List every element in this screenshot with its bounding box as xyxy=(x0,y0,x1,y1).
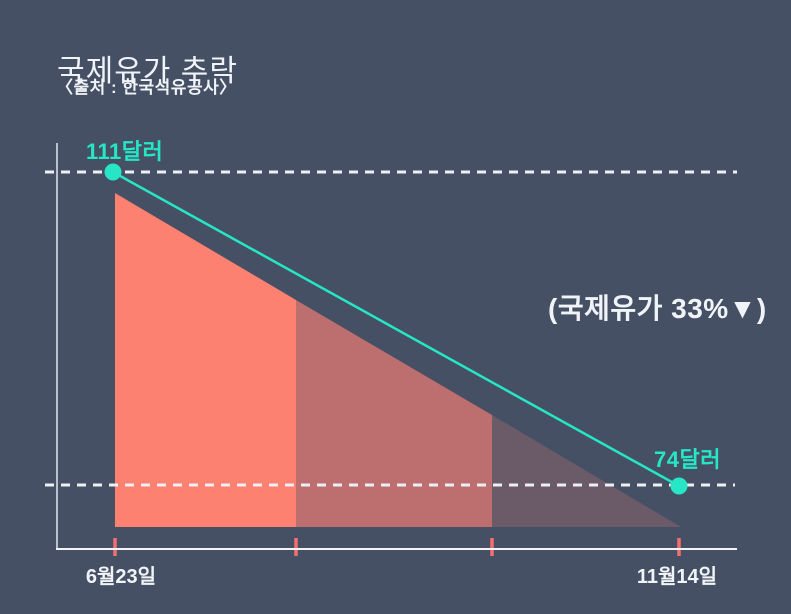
page-title: 국제유가 추락 xyxy=(57,55,238,89)
area-segment-3 xyxy=(492,415,681,527)
x-tick-label-start: 6월23일 xyxy=(85,566,157,588)
area-segment-2 xyxy=(296,300,492,527)
start-point-dot xyxy=(104,163,122,181)
source-label: 〈출처 : 한국석유공사〉 xyxy=(56,78,237,97)
start-value-label: 111달러 xyxy=(86,139,164,164)
end-value-label: 74달러 xyxy=(654,447,721,472)
area-segment-1 xyxy=(115,193,296,527)
trend-line xyxy=(112,170,680,488)
decline-annotation: (국제유가 33%▼) xyxy=(548,293,767,324)
x-tick-label-end: 11월14일 xyxy=(636,566,718,588)
end-point-dot xyxy=(670,477,688,495)
